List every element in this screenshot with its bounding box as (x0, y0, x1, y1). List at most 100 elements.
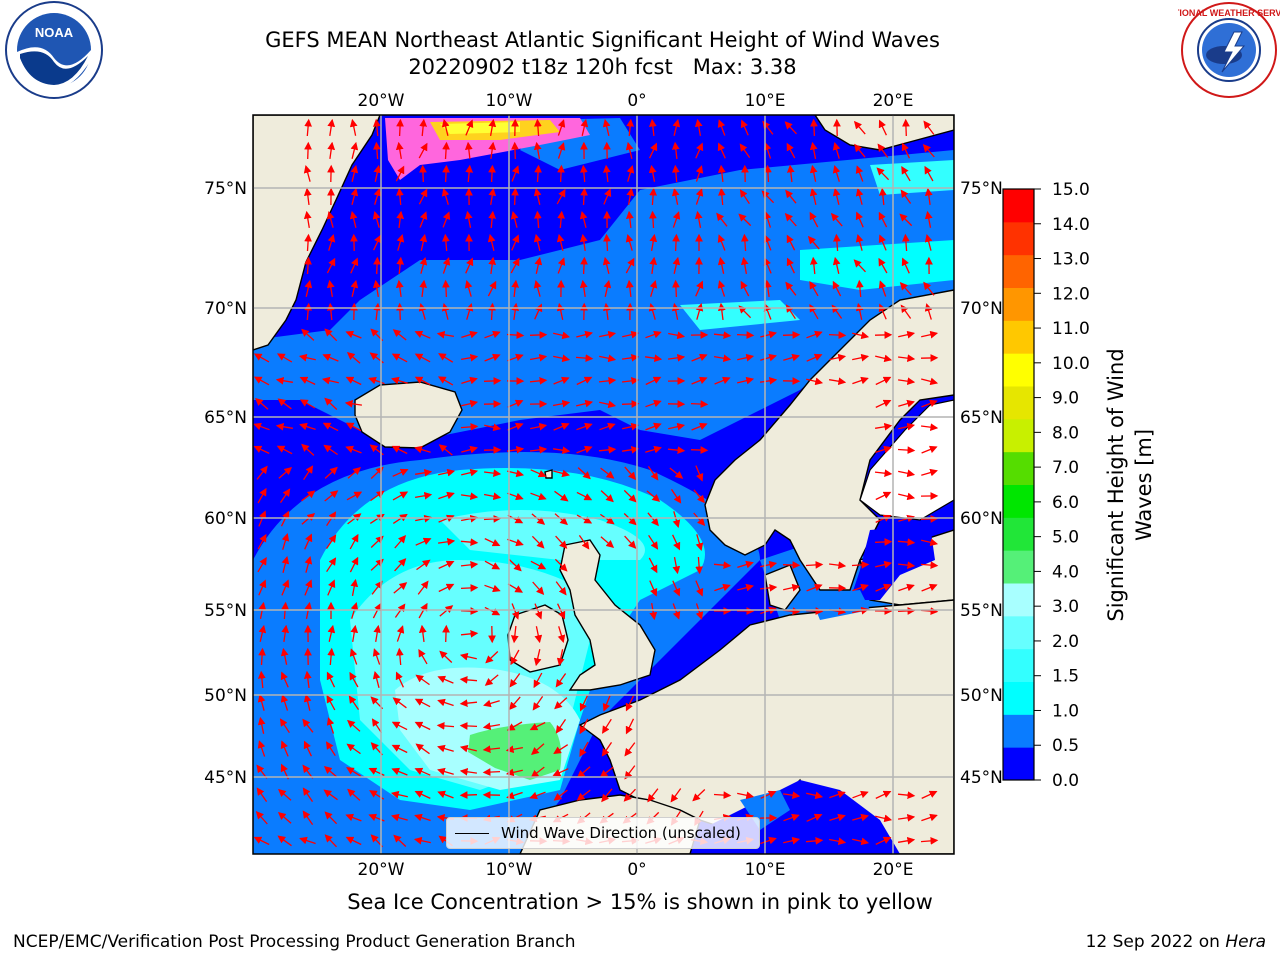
colorbar-tick-label: 1.0 (1052, 701, 1079, 721)
wind-wave-arrow (347, 513, 362, 525)
wind-wave-arrow (763, 211, 772, 228)
wind-wave-arrow (344, 399, 362, 408)
wind-wave-arrow (737, 560, 754, 569)
wind-wave-arrow (371, 718, 382, 734)
wind-wave-arrow (438, 583, 455, 593)
lon-label-bottom-20w: 20°W (358, 860, 405, 880)
wind-wave-arrow (350, 279, 359, 297)
wind-wave-arrow (717, 256, 726, 274)
wind-wave-arrow (806, 583, 823, 592)
wind-wave-arrow (533, 233, 542, 251)
wind-wave-arrow (554, 697, 568, 710)
wind-wave-arrow (325, 741, 336, 757)
wind-wave-arrow (301, 490, 316, 502)
wind-wave-arrow (299, 836, 316, 845)
wind-wave-arrow (737, 376, 755, 385)
wind-wave-arrow (482, 722, 501, 731)
wind-wave-arrow (737, 583, 754, 592)
wind-wave-arrow (304, 579, 313, 596)
wind-wave-arrow (530, 422, 548, 431)
wind-wave-arrow (326, 211, 335, 228)
colorbar-tick-label: 14.0 (1052, 215, 1090, 235)
wind-wave-arrow (303, 210, 312, 229)
wind-wave-arrow (695, 465, 704, 482)
wind-wave-arrow (396, 118, 404, 137)
wind-wave-arrow (304, 533, 313, 550)
wind-wave-arrow (852, 837, 870, 846)
lat-label-right-70n: 70°N (960, 299, 1003, 319)
wind-wave-arrow (852, 813, 869, 822)
wind-wave-arrow (392, 513, 408, 524)
wind-wave-arrow (623, 489, 637, 503)
wind-wave-arrow (648, 164, 657, 182)
wind-wave-arrow (874, 469, 893, 478)
lat-label-right-50n: 50°N (960, 686, 1003, 706)
wind-wave-arrow (280, 510, 290, 527)
wave-band-3-4 (468, 722, 562, 780)
wind-wave-arrow (695, 142, 704, 159)
wind-wave-arrow (855, 165, 864, 182)
wind-wave-arrow (418, 648, 428, 665)
wind-wave-arrow (853, 259, 866, 273)
colorbar-segment (1003, 583, 1034, 617)
colorbar-segment (1003, 747, 1034, 781)
wind-wave-arrow (557, 164, 565, 183)
wind-wave-arrow (326, 694, 336, 711)
wind-wave-arrow (275, 376, 294, 385)
wind-wave-arrow (302, 718, 314, 733)
wind-wave-arrow (349, 671, 359, 688)
wind-wave-arrow (832, 142, 841, 159)
wind-wave-arrow (346, 351, 361, 364)
wind-wave-arrow (829, 813, 846, 822)
wind-wave-arrow (552, 399, 571, 408)
wind-wave-arrow (598, 445, 617, 454)
wind-wave-arrow (438, 491, 455, 500)
wind-wave-arrow (695, 556, 704, 575)
noaa-logo-text: NOAA (35, 25, 74, 40)
wind-wave-arrow (878, 211, 888, 228)
denmark (764, 564, 801, 611)
wind-wave-arrow (303, 670, 312, 688)
wind-wave-arrow (253, 422, 270, 431)
wind-wave-arrow (736, 331, 755, 339)
wind-wave-arrow (809, 141, 818, 160)
wind-wave-arrow (557, 626, 566, 643)
wind-wave-arrow (391, 376, 408, 385)
wind-wave-arrow (672, 256, 681, 274)
wind-wave-arrow (647, 466, 659, 481)
wind-wave-arrow (921, 468, 938, 477)
wind-wave-arrow (739, 143, 751, 158)
wind-wave-arrow (484, 330, 501, 339)
wind-wave-arrow (325, 534, 337, 549)
wind-wave-arrow (326, 557, 337, 573)
wind-wave-arrow (622, 330, 640, 339)
wind-wave-arrow (460, 560, 479, 569)
faroe-islands (544, 469, 553, 479)
wind-wave-arrow (350, 164, 359, 182)
wind-wave-arrow (391, 744, 408, 754)
colorbar-segment (1003, 681, 1034, 715)
wind-wave-arrow (419, 279, 428, 297)
wind-wave-arrow (464, 141, 473, 159)
wind-wave-arrow (278, 466, 293, 479)
wind-wave-arrow (602, 256, 611, 274)
wind-wave-arrow (255, 397, 269, 410)
wind-wave-arrow (577, 467, 591, 480)
wind-wave-arrow (413, 836, 431, 845)
wind-wave-arrow (622, 422, 640, 431)
wind-wave-arrow (394, 603, 406, 618)
wind-wave-arrow (877, 143, 889, 158)
wind-wave-arrow (579, 741, 589, 758)
graticule (253, 115, 954, 854)
wind-wave-arrow (601, 788, 613, 803)
wind-wave-arrow (783, 791, 801, 800)
wind-wave-arrow (717, 187, 726, 206)
wind-wave-arrow (459, 699, 478, 708)
wind-wave-arrow (395, 165, 405, 182)
colorbar-segment (1003, 221, 1034, 256)
wind-wave-arrow (579, 279, 588, 297)
wind-wave-arrow (649, 233, 658, 252)
map-area[interactable] (253, 115, 954, 854)
wind-wave-arrow (304, 233, 312, 252)
wind-wave-arrow (553, 789, 568, 801)
